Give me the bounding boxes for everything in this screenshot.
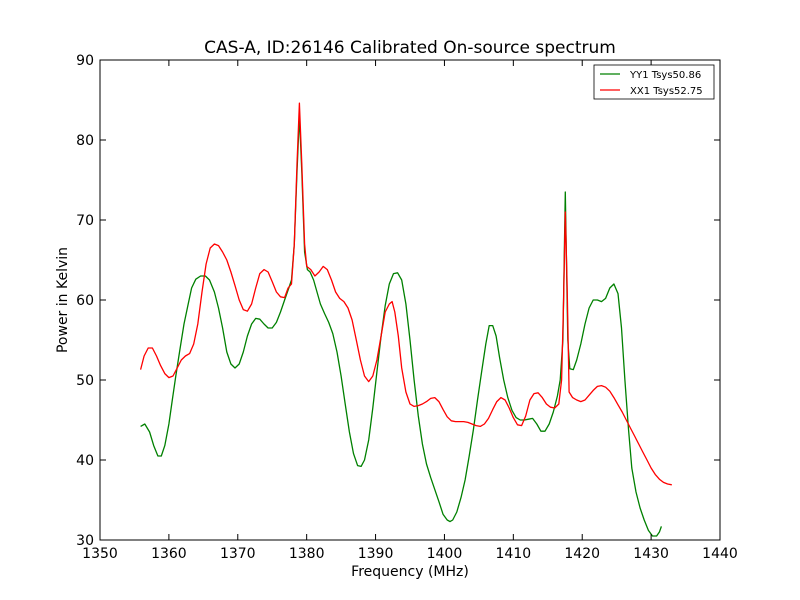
- legend-box: [593, 64, 715, 100]
- y-tick-label: 50: [76, 373, 94, 389]
- x-axis-label: Frequency (MHz): [351, 564, 469, 580]
- y-axis-label: Power in Kelvin: [55, 247, 71, 353]
- y-tick-label: 90: [76, 53, 94, 69]
- y-tick-label: 30: [76, 533, 94, 549]
- x-tick-label: 1380: [289, 546, 325, 562]
- x-tick-label: 1370: [220, 546, 256, 562]
- x-tick-label: 1420: [564, 546, 600, 562]
- x-tick-label: 1350: [82, 546, 118, 562]
- x-axis: 1350 1360 1370 1380 1390 1400 1410 1420 1430 1440: [82, 60, 738, 562]
- series-line-0: [140, 115, 663, 537]
- legend-label-xx1: XX1 Tsys52.75: [630, 86, 703, 97]
- x-tick-label: 1400: [427, 546, 463, 562]
- y-tick-label: 80: [76, 133, 94, 149]
- x-tick-label: 1390: [358, 546, 394, 562]
- y-tick-label: 60: [76, 293, 94, 309]
- x-tick-label: 1440: [702, 546, 738, 562]
- y-axis: 30 40 50 60 70 80 90: [76, 53, 720, 549]
- x-tick-label: 1430: [633, 546, 669, 562]
- series-line-1: [139, 102, 672, 486]
- y-tick-label: 70: [76, 213, 94, 229]
- chart-title: CAS-A, ID:26146 Calibrated On-source spe…: [204, 38, 616, 58]
- x-tick-label: 1360: [151, 546, 187, 562]
- legend: YY1 Tsys50.86 XX1 Tsys52.75: [593, 64, 715, 100]
- series-layer: [139, 102, 672, 537]
- x-tick-label: 1410: [496, 546, 532, 562]
- legend-label-yy1: YY1 Tsys50.86: [629, 70, 701, 81]
- y-tick-label: 40: [76, 453, 94, 469]
